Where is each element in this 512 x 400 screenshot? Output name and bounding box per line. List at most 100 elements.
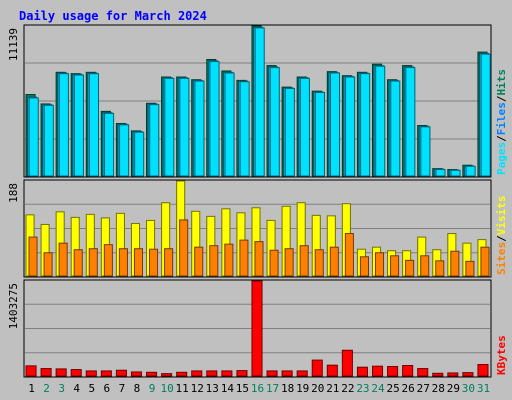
bar-sites-day-31 — [480, 246, 490, 277]
bar-sites-day-14 — [224, 243, 234, 277]
bar-pages-day-2 — [43, 104, 54, 177]
x-tick-label-day-16: 16 — [251, 382, 264, 395]
bar-pages-day-17 — [269, 67, 280, 177]
bar-sites-day-28 — [435, 260, 445, 277]
bar-pages-day-13 — [209, 61, 220, 177]
bar-sites-day-15 — [239, 239, 249, 277]
bar-sites-day-10 — [164, 248, 174, 277]
bar-pages-day-6 — [104, 112, 115, 177]
bar-sites-day-5 — [88, 248, 98, 277]
x-tick-label-day-10: 10 — [160, 382, 173, 395]
x-tick-label-day-29: 29 — [447, 382, 460, 395]
bar-sites-day-24 — [374, 252, 385, 277]
x-tick-label-day-20: 20 — [311, 382, 324, 395]
bar-kbytes-day-23 — [356, 366, 368, 377]
bar-kbytes-day-20 — [311, 359, 323, 377]
x-tick-label-day-23: 23 — [356, 382, 369, 395]
bar-pages-day-12 — [194, 80, 205, 177]
bar-kbytes-day-26 — [402, 365, 414, 377]
y-scale-label: 11139 — [7, 28, 20, 61]
x-tick-label-day-21: 21 — [326, 382, 339, 395]
chart-title: Daily usage for March 2024 — [19, 9, 207, 23]
bar-sites-day-18 — [284, 248, 294, 277]
bar-sites-day-7 — [118, 248, 128, 277]
panel-frame — [23, 179, 492, 278]
bar-kbytes-day-7 — [115, 369, 127, 377]
x-tick-label-day-9: 9 — [149, 382, 156, 395]
bar-pages-day-27 — [420, 126, 431, 177]
bar-pages-day-30 — [465, 165, 476, 177]
bar-pages-day-15 — [239, 81, 250, 177]
bar-sites-day-30 — [465, 260, 475, 277]
bar-sites-day-1 — [28, 236, 38, 277]
bar-kbytes-day-22 — [341, 349, 353, 377]
x-axis-labels: 1 2 3 4 5 6 7 8 9 10 11 12 13 14 15 16 17 18 19 20 21 22 23 24 2… — [28, 382, 490, 395]
x-tick-label-day-30: 30 — [462, 382, 475, 395]
bar-kbytes-day-19 — [296, 370, 308, 377]
legend: Pages/Files/Hits — [495, 69, 508, 175]
bar-kbytes-day-14 — [221, 370, 233, 377]
x-tick-label-day-3: 3 — [58, 382, 65, 395]
x-tick-label-day-25: 25 — [386, 382, 399, 395]
bar-pages-day-20 — [314, 92, 325, 177]
bar-pages-day-11 — [179, 77, 190, 177]
bar-pages-day-28 — [435, 169, 446, 177]
x-tick-label-day-6: 6 — [104, 382, 111, 395]
bar-kbytes-day-25 — [387, 366, 399, 377]
bar-kbytes-day-27 — [417, 368, 429, 377]
bar-kbytes-day-5 — [85, 370, 97, 377]
bar-kbytes-day-2 — [40, 368, 52, 377]
bar-sites-day-25 — [390, 255, 400, 277]
bar-pages-day-26 — [405, 67, 416, 177]
x-tick-label-day-26: 26 — [402, 382, 415, 395]
bar-kbytes-day-8 — [130, 371, 143, 377]
legend-entry: Visits — [495, 196, 508, 236]
legend-entry: Files — [495, 102, 508, 135]
bar-sites-day-6 — [103, 244, 113, 277]
bar-pages-day-18 — [284, 87, 295, 177]
bar-sites-day-27 — [420, 255, 430, 277]
bar-kbytes-day-30 — [462, 372, 474, 377]
y-scale-label: 188 — [7, 183, 20, 203]
bar-pages-day-5 — [88, 73, 100, 177]
bar-sites-day-9 — [149, 248, 159, 277]
bar-kbytes-day-21 — [326, 364, 338, 377]
bar-pages-day-3 — [58, 73, 69, 177]
bar-pages-day-31 — [480, 53, 491, 177]
legend-entry: Hits — [495, 69, 508, 96]
x-tick-label-day-15: 15 — [236, 382, 249, 395]
bar-kbytes-day-16 — [251, 280, 263, 377]
bar-sites-day-11 — [179, 219, 189, 277]
x-tick-label-day-12: 12 — [191, 382, 204, 395]
bar-pages-day-10 — [164, 77, 175, 177]
legend: Sites/Visits — [495, 196, 508, 276]
x-tick-label-day-27: 27 — [417, 382, 430, 395]
bar-kbytes-day-24 — [371, 365, 384, 377]
x-tick-label-day-28: 28 — [432, 382, 445, 395]
legend-entry: Sites — [495, 242, 508, 275]
bar-kbytes-day-12 — [191, 370, 203, 377]
x-tick-label-day-7: 7 — [119, 382, 126, 395]
x-tick-label-day-4: 4 — [73, 382, 80, 395]
bar-pages-day-16 — [254, 27, 265, 177]
x-tick-label-day-22: 22 — [341, 382, 354, 395]
bar-pages-day-24 — [375, 65, 386, 177]
bar-sites-day-26 — [405, 259, 415, 277]
panel-hits_files_pages: 11139 Pages/Files/Hits — [7, 24, 508, 178]
x-tick-label-day-2: 2 — [43, 382, 50, 395]
bar-pages-day-1 — [28, 97, 39, 177]
x-tick-label-day-1: 1 — [28, 382, 35, 395]
bar-kbytes-day-3 — [55, 368, 67, 377]
bar-sites-day-21 — [329, 246, 339, 277]
bar-pages-day-25 — [390, 80, 401, 177]
bar-pages-day-9 — [149, 104, 160, 177]
y-scale-label: 1403275 — [7, 283, 20, 329]
bar-kbytes-day-18 — [281, 370, 293, 377]
bar-pages-day-29 — [450, 169, 461, 177]
x-tick-label-day-11: 11 — [176, 382, 189, 395]
x-tick-label-day-31: 31 — [477, 382, 490, 395]
bar-sites-day-17 — [269, 249, 279, 277]
bar-kbytes-day-1 — [25, 365, 37, 377]
